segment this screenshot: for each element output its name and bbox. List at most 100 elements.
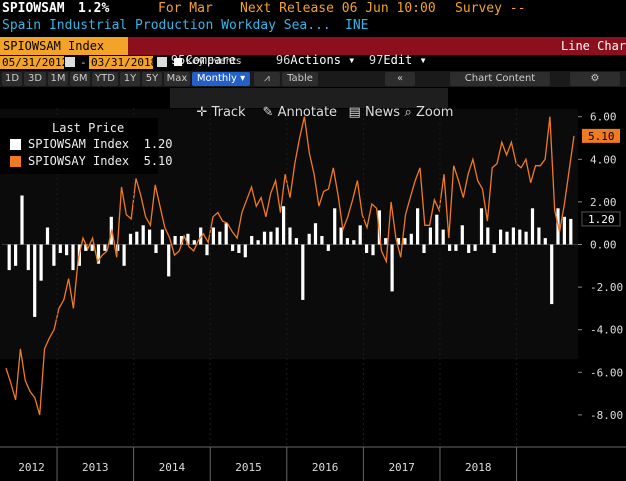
bar <box>499 229 503 245</box>
legend-label-spiowsay: SPIOWSAY Index 5.10 <box>28 154 173 168</box>
bar <box>524 231 528 245</box>
actions-label: Actions <box>290 53 341 67</box>
bar-series <box>2 195 578 317</box>
bar <box>358 225 362 245</box>
security-description: Spain Industrial Production Workday Sea.… <box>2 18 331 33</box>
track-button[interactable]: ✛ Track <box>180 90 246 135</box>
survey: Survey -- <box>455 1 526 16</box>
bar <box>45 227 50 245</box>
bar <box>550 244 554 305</box>
bar <box>530 208 535 245</box>
pencil-icon: ✎ <box>262 105 278 120</box>
actions-button[interactable]: 96Actions ▾ <box>247 39 355 81</box>
bar <box>71 244 75 271</box>
period-max[interactable]: Max <box>164 72 190 86</box>
bar <box>122 244 126 266</box>
edit-label: Edit <box>383 53 413 67</box>
gear-icon[interactable]: ⚙ <box>570 72 620 86</box>
x-tick-label: 2012 <box>18 461 45 474</box>
calendar-icon[interactable] <box>157 57 167 67</box>
bar <box>288 227 292 245</box>
bar <box>282 206 286 245</box>
security-header: SPIOWSAM 1.2% For Mar Next Release 06 Ju… <box>0 0 626 18</box>
bar <box>237 244 241 253</box>
period-ytd[interactable]: YTD <box>92 72 118 86</box>
bar <box>148 229 152 245</box>
last-value: 1.2% <box>78 1 110 16</box>
edit-key: 97 <box>368 53 384 67</box>
bar <box>205 244 209 256</box>
news-label: News <box>364 105 401 120</box>
collapse-icon[interactable]: « <box>385 72 415 86</box>
chart-content-button[interactable]: Chart Content <box>450 72 550 86</box>
bar <box>448 244 452 251</box>
key-events-checkbox[interactable] <box>174 58 182 66</box>
table-button[interactable]: Table <box>282 72 318 86</box>
bar <box>396 238 401 245</box>
bar <box>135 231 139 245</box>
chart-controls-bar: ✛ Track ✎ Annotate ▤ News ⌕ Zoom <box>170 88 453 120</box>
y-tick-label: -8.00 <box>590 409 623 422</box>
bar <box>403 238 407 245</box>
x-tick-label: 2018 <box>465 461 492 474</box>
bar <box>167 244 171 277</box>
period-1y[interactable]: 1Y <box>120 72 140 86</box>
calendar-icon[interactable] <box>65 57 75 67</box>
period-1d[interactable]: 1D <box>2 72 22 86</box>
bar <box>39 244 43 281</box>
bar <box>518 229 522 245</box>
bar <box>173 236 177 245</box>
x-tick-label: 2015 <box>235 461 262 474</box>
next-release: Next Release 06 Jun 10:00 <box>240 1 436 16</box>
bar <box>511 227 515 245</box>
news-button[interactable]: ▤ News <box>332 90 401 135</box>
bar <box>435 214 439 245</box>
bar <box>352 240 356 245</box>
line-chart-icon[interactable]: ⩘ <box>254 72 280 86</box>
x-tick-label: 2014 <box>159 461 186 474</box>
period-1m[interactable]: 1M <box>48 72 68 86</box>
bar <box>409 233 413 245</box>
bar <box>103 244 107 251</box>
compare-label: Compare <box>185 53 236 67</box>
bar <box>294 238 298 245</box>
chart-type-label[interactable]: Line Chart <box>561 39 626 53</box>
bar <box>569 218 573 245</box>
x-tick-label: 2017 <box>388 461 415 474</box>
bar <box>256 240 260 245</box>
bar <box>505 231 509 245</box>
bar <box>20 195 24 245</box>
chart-content-label: Chart Content <box>464 73 536 84</box>
bar <box>14 244 18 266</box>
key-events-label: Key Events <box>186 56 242 67</box>
bar <box>339 227 343 245</box>
bar <box>562 216 566 245</box>
chevron-down-icon: ▾ <box>412 53 427 67</box>
bar <box>275 227 279 245</box>
end-date-field[interactable]: 03/31/2018 <box>89 56 158 69</box>
bar <box>313 223 318 245</box>
security-field-label: SPIOWSAM Index <box>3 39 105 53</box>
start-date-field[interactable]: 05/31/2012 <box>0 56 69 69</box>
last-value-badge-spiowsam <box>581 211 621 227</box>
annotate-label: Annotate <box>277 105 338 120</box>
bar <box>307 233 311 245</box>
zoom-button[interactable]: ⌕ Zoom <box>388 90 454 135</box>
chevron-down-icon: ▾ <box>340 53 356 67</box>
security-field[interactable]: SPIOWSAM Index <box>0 37 128 55</box>
bar <box>186 233 190 245</box>
bar <box>52 244 56 266</box>
bar <box>160 229 164 245</box>
period-3d[interactable]: 3D <box>24 72 46 86</box>
period-label: For Mar <box>158 1 213 16</box>
bar <box>301 244 305 300</box>
frequency-dropdown[interactable]: Monthly ▾ <box>192 72 250 86</box>
period-6m[interactable]: 6M <box>70 72 90 86</box>
last-value-spiowsay: 5.10 <box>588 130 615 143</box>
period-5y[interactable]: 5Y <box>142 72 162 86</box>
bar <box>479 208 484 245</box>
y-tick-label: 4.00 <box>590 153 617 166</box>
bar <box>416 208 420 245</box>
edit-button[interactable]: 97Edit ▾ <box>340 39 427 81</box>
annotate-button[interactable]: ✎ Annotate <box>246 90 338 135</box>
